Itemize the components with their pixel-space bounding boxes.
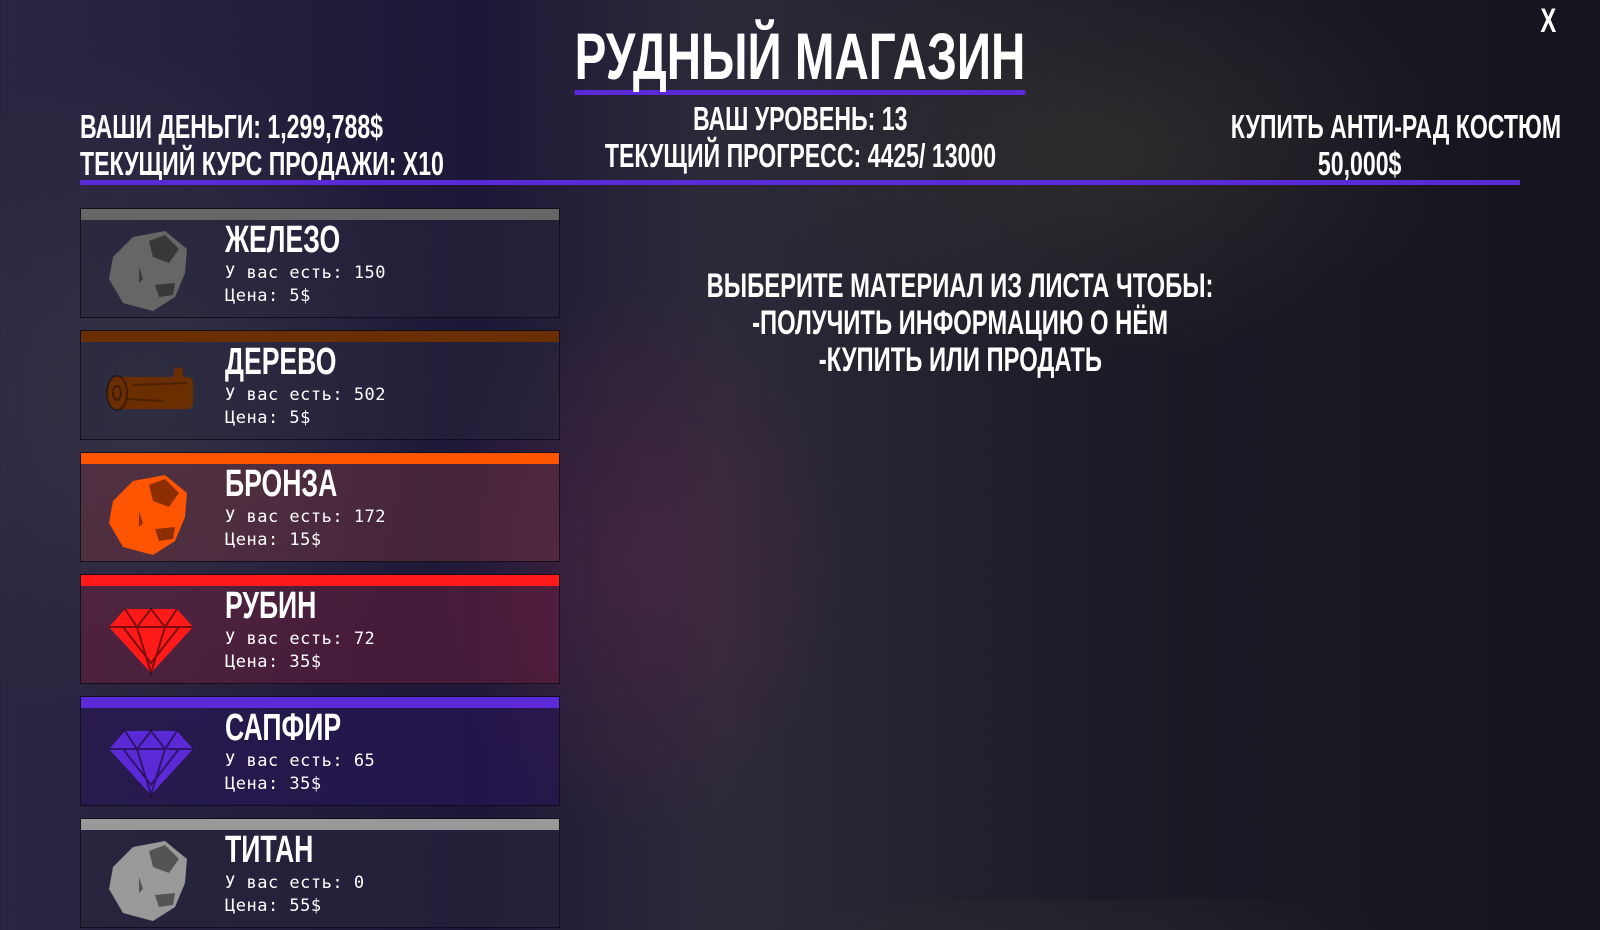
buy-suit-button[interactable]: КУПИТЬ АНТИ-РАД КОСТЮМ 50,000$ bbox=[1160, 108, 1562, 182]
material-price: Цена: 5$ bbox=[225, 408, 311, 428]
gem-icon bbox=[103, 715, 199, 803]
material-name: ЖЕЛЕЗО bbox=[225, 219, 341, 261]
level-info: ВАШ УРОВЕНЬ: 13 ТЕКУЩИЙ ПРОГРЕСС: 4425/ … bbox=[500, 100, 1100, 174]
material-card[interactable]: РУБИН У вас есть: 72 Цена: 35$ bbox=[80, 574, 560, 684]
divider bbox=[80, 180, 1520, 185]
material-color-bar bbox=[81, 575, 559, 586]
gem-icon bbox=[103, 593, 199, 681]
hint-line: -ПОЛУЧИТЬ ИНФОРМАЦИЮ О НЁМ bbox=[752, 304, 1168, 342]
material-name: ДЕРЕВО bbox=[225, 341, 337, 383]
material-amount: У вас есть: 65 bbox=[225, 751, 376, 771]
ore-icon bbox=[103, 837, 199, 925]
material-name: ТИТАН bbox=[225, 829, 314, 871]
close-button[interactable]: X bbox=[1537, 2, 1560, 41]
material-color-bar bbox=[81, 209, 559, 220]
player-info: ВАШИ ДЕНЬГИ: 1,299,788$ ТЕКУЩИЙ КУРС ПРО… bbox=[80, 108, 600, 182]
close-label[interactable]: X bbox=[1540, 2, 1557, 40]
material-card[interactable]: ЖЕЛЕЗО У вас есть: 150 Цена: 5$ bbox=[80, 208, 560, 318]
material-name: БРОНЗА bbox=[225, 463, 338, 505]
material-color-bar bbox=[81, 819, 559, 830]
hint-text: ВЫБЕРИТЕ МАТЕРИАЛ ИЗ ЛИСТА ЧТОБЫ: -ПОЛУЧ… bbox=[560, 268, 1360, 379]
material-color-bar bbox=[81, 453, 559, 464]
title-text: РУДНЫЙ МАГАЗИН bbox=[574, 19, 1026, 95]
material-price: Цена: 15$ bbox=[225, 530, 322, 550]
material-name: САПФИР bbox=[225, 707, 342, 749]
log-icon bbox=[103, 349, 199, 437]
material-card[interactable]: ДЕРЕВО У вас есть: 502 Цена: 5$ bbox=[80, 330, 560, 440]
page-title: РУДНЫЙ МАГАЗИН bbox=[0, 22, 1600, 95]
material-price: Цена: 35$ bbox=[225, 652, 322, 672]
ore-icon bbox=[103, 471, 199, 559]
material-amount: У вас есть: 502 bbox=[225, 385, 387, 405]
material-price: Цена: 5$ bbox=[225, 286, 311, 306]
material-amount: У вас есть: 72 bbox=[225, 629, 376, 649]
hint-line: ВЫБЕРИТЕ МАТЕРИАЛ ИЗ ЛИСТА ЧТОБЫ: bbox=[706, 267, 1214, 305]
level-text: ВАШ УРОВЕНЬ: 13 bbox=[692, 100, 908, 137]
material-card[interactable]: БРОНЗА У вас есть: 172 Цена: 15$ bbox=[80, 452, 560, 562]
material-card[interactable]: ТИТАН У вас есть: 0 Цена: 55$ bbox=[80, 818, 560, 928]
progress-text: ТЕКУЩИЙ ПРОГРЕСС: 4425/ 13000 bbox=[604, 137, 996, 174]
material-card[interactable]: САПФИР У вас есть: 65 Цена: 35$ bbox=[80, 696, 560, 806]
material-amount: У вас есть: 0 bbox=[225, 873, 365, 893]
ore-icon bbox=[103, 227, 199, 315]
material-color-bar bbox=[81, 697, 559, 708]
buy-suit-price[interactable]: 50,000$ bbox=[1318, 145, 1402, 182]
material-price: Цена: 55$ bbox=[225, 896, 322, 916]
hint-line: -КУПИТЬ ИЛИ ПРОДАТЬ bbox=[818, 341, 1102, 379]
material-name: РУБИН bbox=[225, 585, 317, 627]
material-amount: У вас есть: 150 bbox=[225, 263, 387, 283]
sell-rate-text: ТЕКУЩИЙ КУРС ПРОДАЖИ: X10 bbox=[80, 145, 444, 182]
material-price: Цена: 35$ bbox=[225, 774, 322, 794]
money-text: ВАШИ ДЕНЬГИ: 1,299,788$ bbox=[80, 108, 384, 145]
material-color-bar bbox=[81, 331, 559, 342]
material-amount: У вас есть: 172 bbox=[225, 507, 387, 527]
buy-suit-label[interactable]: КУПИТЬ АНТИ-РАД КОСТЮМ bbox=[1230, 108, 1562, 145]
